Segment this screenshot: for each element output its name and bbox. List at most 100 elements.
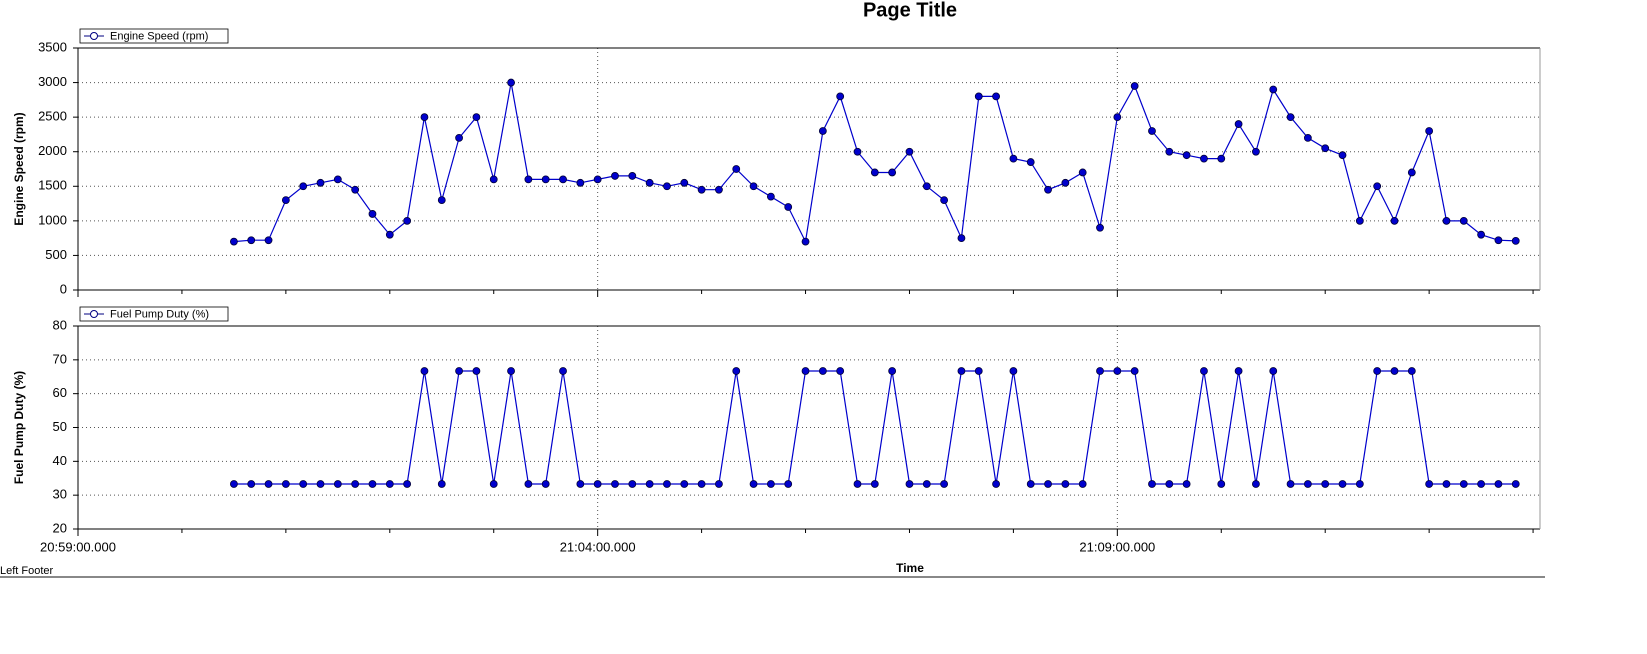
data-point [1494, 236, 1503, 245]
data-point [1096, 367, 1104, 375]
data-point [368, 210, 377, 218]
data-point [1182, 151, 1191, 160]
data-point [1286, 113, 1295, 122]
data-point [1234, 367, 1243, 375]
data-point [1425, 127, 1434, 135]
data-point [403, 480, 412, 488]
data-point [801, 367, 810, 375]
data-point [1148, 480, 1156, 488]
data-point [1269, 367, 1278, 375]
data-point [472, 367, 481, 375]
data-point [1407, 367, 1416, 375]
data-point [541, 480, 550, 488]
data-point [801, 237, 810, 246]
data-point [230, 480, 238, 488]
data-point [628, 480, 637, 488]
data-point [437, 480, 446, 488]
y-tick-label: 1500 [38, 178, 67, 193]
x-tick-label: 21:04:00.000 [560, 539, 636, 554]
data-point [1511, 480, 1520, 488]
data-point [715, 185, 723, 194]
y-axis-label: Engine Speed (rpm) [12, 112, 26, 225]
data-point [1477, 230, 1486, 239]
x-tick-label: 21:09:00.000 [1079, 539, 1155, 554]
data-point [818, 367, 827, 375]
data-point [455, 133, 463, 142]
data-point [333, 480, 342, 488]
data-point [1113, 113, 1122, 122]
data-point [766, 192, 775, 201]
data-point [299, 480, 308, 488]
data-point [437, 196, 446, 205]
data-point [230, 237, 238, 246]
y-tick-label: 500 [45, 247, 67, 262]
data-point [1234, 120, 1243, 128]
data-point [368, 480, 377, 488]
data-point [264, 480, 273, 488]
y-axis-label: Fuel Pump Duty (%) [12, 371, 26, 484]
data-point [455, 367, 463, 375]
y-tick-label: 1000 [38, 212, 67, 227]
y-tick-label: 0 [60, 281, 67, 296]
data-point [836, 92, 845, 101]
data-point [697, 480, 706, 488]
data-point [680, 480, 689, 488]
data-point [576, 480, 585, 488]
data-point [1165, 480, 1174, 488]
data-point [1373, 182, 1382, 191]
data-point [507, 78, 515, 87]
data-point [1026, 158, 1035, 166]
data-point [1269, 85, 1278, 94]
data-point [974, 92, 983, 101]
data-point [524, 480, 533, 488]
data-point [385, 230, 394, 239]
data-point [1252, 147, 1260, 156]
data-point [853, 480, 862, 488]
data-point [541, 175, 550, 184]
legend-box [79, 28, 229, 44]
y-tick-label: 2000 [38, 143, 67, 158]
data-point [836, 367, 845, 375]
data-point [1061, 178, 1070, 187]
data-point [316, 480, 325, 488]
data-point [922, 182, 931, 191]
footer: Left Footer [0, 565, 54, 577]
data-point [420, 367, 429, 375]
data-point [1303, 480, 1312, 488]
data-point [1459, 216, 1468, 225]
data-point [749, 480, 758, 488]
data-point [680, 178, 689, 187]
series-line [233, 82, 1516, 244]
data-point [888, 168, 897, 177]
data-point [264, 236, 273, 245]
legend-label: Engine Speed (rpm) [110, 30, 208, 42]
data-point [489, 480, 498, 488]
y-tick-label: 3000 [38, 74, 67, 89]
data-point [611, 480, 619, 488]
data-point [1321, 480, 1330, 488]
y-tick-label: 3500 [38, 39, 67, 54]
data-point [1425, 480, 1434, 488]
data-point [1286, 480, 1295, 488]
data-point [784, 480, 793, 488]
data-point [1148, 127, 1156, 135]
data-point [1252, 480, 1260, 488]
data-point [766, 480, 775, 488]
data-point [1407, 168, 1416, 177]
data-point [957, 234, 966, 243]
data-point [1321, 144, 1330, 153]
data-point [1078, 480, 1087, 488]
data-point [472, 113, 481, 122]
data-point [1113, 367, 1122, 375]
data-point [576, 178, 585, 187]
data-point [1165, 147, 1174, 156]
data-point [593, 175, 602, 184]
data-point [1390, 367, 1399, 375]
data-point [957, 367, 966, 375]
y-tick-label: 60 [53, 385, 67, 400]
data-point [853, 147, 862, 156]
legend-marker [90, 310, 98, 318]
data-point [1078, 168, 1087, 177]
data-point [974, 367, 983, 375]
